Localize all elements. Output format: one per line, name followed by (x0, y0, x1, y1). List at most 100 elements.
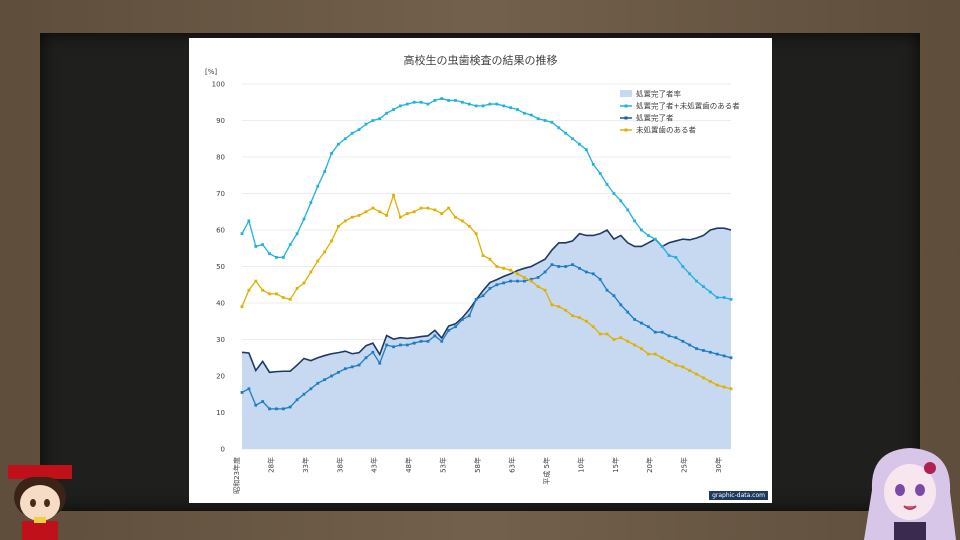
data-point (695, 347, 698, 351)
data-point (605, 182, 609, 186)
data-point (702, 376, 705, 380)
data-point (467, 314, 471, 318)
data-point (584, 319, 588, 323)
data-point (447, 206, 451, 210)
data-point (564, 308, 568, 312)
data-point (509, 106, 513, 110)
data-point (460, 219, 464, 223)
data-point (460, 318, 464, 321)
y-tick-label: 80 (216, 154, 225, 162)
data-point (591, 272, 595, 276)
data-point (357, 214, 361, 217)
data-point (323, 378, 327, 382)
data-point (412, 341, 416, 345)
data-point (633, 219, 636, 223)
data-point (667, 334, 671, 338)
x-tick-label: 10年 (576, 457, 585, 473)
data-point (557, 305, 561, 309)
data-point (571, 314, 574, 318)
data-point (488, 257, 492, 261)
data-point (467, 224, 471, 228)
data-point (509, 268, 513, 272)
data-point (275, 407, 278, 411)
data-point (316, 381, 320, 385)
data-point (681, 339, 685, 343)
x-tick-label: 43年 (370, 457, 379, 473)
data-point (323, 170, 327, 173)
data-point (247, 387, 251, 391)
data-point (454, 215, 457, 219)
data-point (268, 252, 271, 256)
legend-label: 未処置歯のある者 (636, 125, 696, 135)
data-point (295, 398, 299, 402)
data-point (268, 292, 271, 296)
legend-label: 処置完了者 (636, 113, 674, 123)
area-fill-series (242, 228, 731, 449)
data-point (378, 361, 382, 365)
data-point (502, 281, 506, 285)
data-point (399, 215, 402, 219)
x-tick-label: 48年 (404, 457, 413, 473)
data-point (495, 102, 499, 106)
data-point (578, 316, 581, 319)
y-tick-label: 90 (216, 117, 225, 125)
data-point (653, 237, 657, 241)
data-point (619, 336, 623, 340)
data-point (281, 296, 285, 299)
data-point (571, 137, 574, 141)
data-point (240, 232, 244, 236)
data-point (378, 210, 382, 214)
data-point (481, 254, 485, 257)
data-point (674, 336, 678, 340)
yukari-character-icon (864, 448, 956, 540)
data-point (536, 276, 540, 279)
data-point (660, 330, 664, 334)
data-point (371, 119, 375, 122)
x-tick-label: 25年 (680, 457, 689, 473)
x-tick-label: 53年 (439, 457, 448, 473)
data-point (385, 111, 389, 115)
data-point (330, 374, 333, 378)
data-point (715, 296, 719, 299)
data-point (612, 338, 616, 341)
data-point (543, 119, 547, 122)
data-point (660, 245, 664, 248)
data-point (646, 325, 650, 329)
data-point (667, 360, 671, 363)
data-point (281, 255, 285, 259)
data-point (433, 208, 437, 212)
x-tick-label: 15年 (611, 457, 620, 473)
x-tick-label: 30年 (714, 457, 723, 473)
data-point (516, 272, 519, 276)
data-point (385, 214, 389, 217)
data-point (454, 325, 457, 329)
data-point (708, 350, 712, 354)
data-point (598, 277, 602, 281)
data-point (612, 294, 616, 298)
data-point (392, 108, 395, 111)
data-point (261, 288, 265, 292)
data-point (240, 391, 244, 394)
data-point (722, 354, 726, 358)
data-point (529, 279, 533, 283)
data-point (309, 387, 313, 391)
data-point (454, 99, 457, 102)
data-point (674, 255, 678, 259)
data-point (419, 206, 423, 210)
data-point (481, 104, 485, 108)
data-point (598, 332, 602, 336)
data-point (481, 294, 485, 298)
data-point (653, 352, 657, 356)
data-point (715, 383, 719, 387)
legend-marker (624, 116, 628, 120)
data-point (385, 343, 389, 347)
data-point (522, 276, 526, 279)
data-point (495, 265, 499, 268)
data-point (412, 100, 416, 104)
x-tick-label: 38年 (335, 457, 344, 473)
data-point (460, 100, 464, 104)
data-point (295, 287, 299, 290)
data-point (688, 343, 692, 347)
data-point (681, 265, 685, 268)
data-point (302, 392, 306, 396)
